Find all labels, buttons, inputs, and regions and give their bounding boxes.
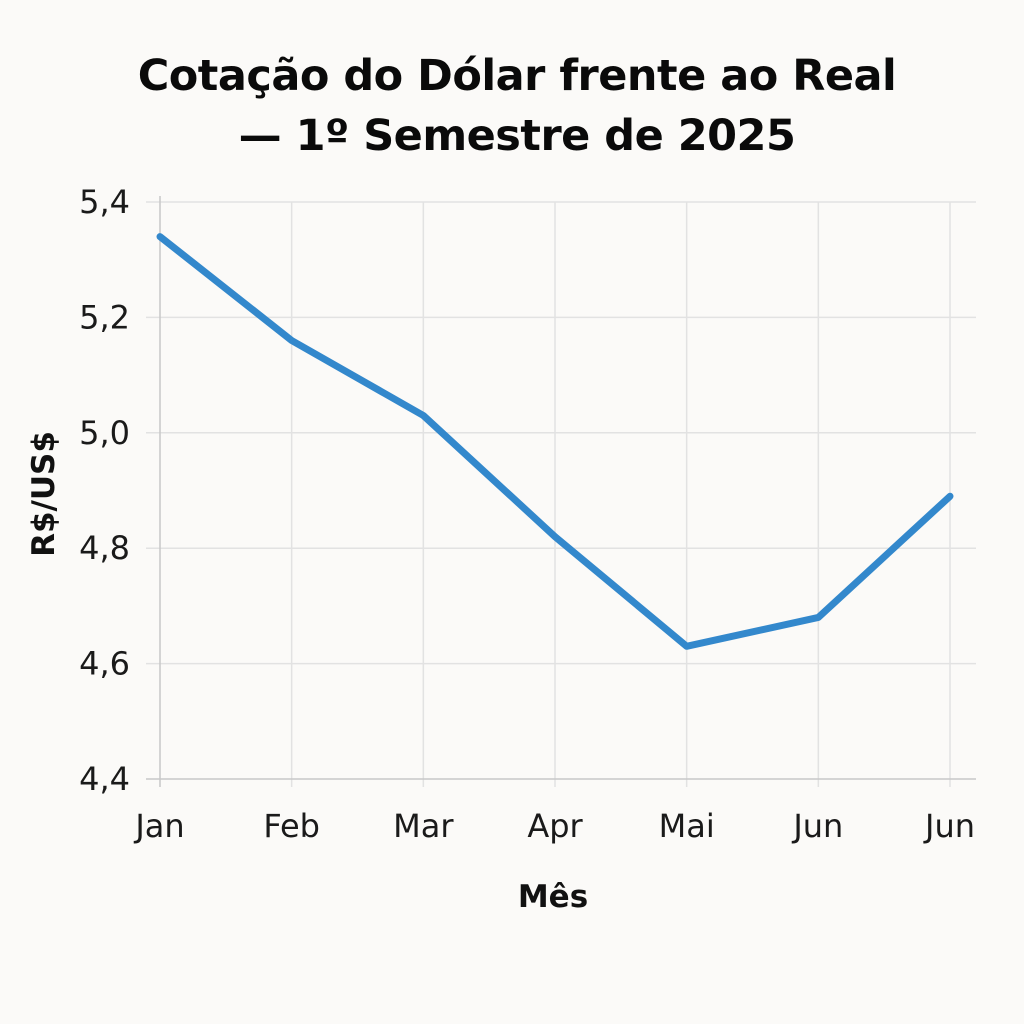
- tick-labels: 4,4 4,6 4,8 5,0 5,2 5,4 Jan Feb Mar Apr Mai Jun Jun: [79, 183, 975, 845]
- x-tick-label: Jan: [133, 807, 184, 845]
- series-layer: [156, 233, 954, 650]
- y-tick-label: 4,8: [79, 529, 130, 567]
- series-line: [156, 233, 954, 650]
- y-tick-label: 4,6: [79, 645, 130, 683]
- chart-title: Cotação do Dólar frente ao Real — 1º Sem…: [0, 46, 1024, 166]
- x-tick-label: Jun: [923, 807, 975, 845]
- grid: [146, 201, 976, 787]
- x-axis-title: Mês: [518, 879, 588, 915]
- y-tick-label: 4,4: [79, 760, 130, 798]
- x-tick-label: Feb: [263, 807, 320, 845]
- y-tick-label: 5,4: [79, 183, 130, 221]
- axes: [146, 196, 976, 787]
- y-tick-label: 5,2: [79, 298, 130, 336]
- chart-title-line-1: Cotação do Dólar frente ao Real: [137, 51, 897, 101]
- x-tick-label: Mai: [659, 807, 715, 845]
- chart-title-line-2: — 1º Semestre de 2025: [238, 111, 796, 161]
- x-tick-label: Mar: [393, 807, 454, 845]
- y-axis-title: R$/US$: [26, 431, 62, 557]
- x-tick-label: Apr: [527, 807, 583, 845]
- y-tick-label: 5,0: [79, 414, 130, 452]
- x-tick-label: Jun: [791, 807, 843, 845]
